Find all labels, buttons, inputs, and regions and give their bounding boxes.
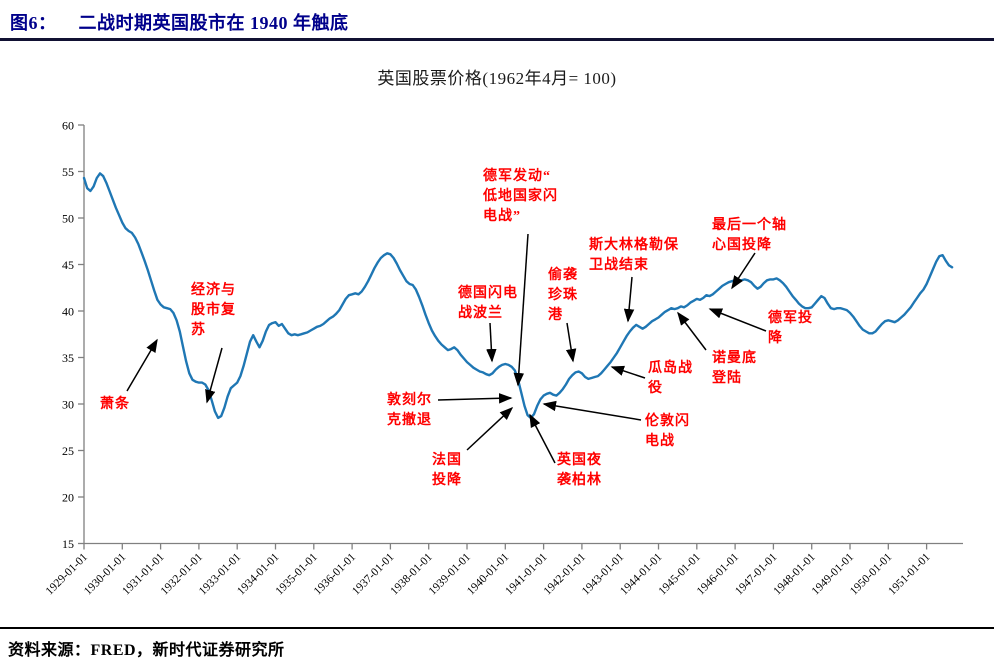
annotation-label: 投降 [432,471,462,488]
annotation-label: 电战 [645,432,675,449]
annotation-label: 敦刻尔 [387,391,432,408]
annotation-label: 战波兰 [458,304,503,321]
annotation-label: 最后一个轴 [712,216,787,233]
annotation-label: 袭柏林 [556,471,602,488]
annotation-label: 心国投降 [712,236,772,253]
figure-header: 图6： 二战时期英国股市在 1940 年触底 [10,9,349,35]
annotation-label: 股市复 [191,301,236,318]
annotation-label: 伦敦闪 [645,412,690,429]
annotation-label: 德国闪电 [458,284,518,301]
annotation-arrow [437,393,513,404]
y-tick-label: 50 [62,212,74,226]
annotation-arrow [542,400,642,421]
annotation-label: 诺曼底 [712,349,757,366]
annotation-arrow [513,233,529,387]
annotation-label: 斯大林格勒保 [589,236,679,253]
source-note: 资料来源：FRED，新时代证券研究所 [8,642,285,659]
annotation-label: 德军发动“ [483,167,551,184]
annotation-label: 偷袭 [548,266,578,283]
annotation-label: 英国夜 [556,451,602,468]
annotation-label: 瓜岛战 [648,359,693,376]
annotation-label: 登陆 [711,369,742,386]
annotation-label: 珍珠 [548,286,578,303]
annotation-label: 经济与 [191,281,236,298]
y-tick-label: 30 [62,398,74,412]
annotation-arrow [565,322,577,363]
annotation-depression: 萧条 [100,338,158,412]
y-tick-label: 60 [62,119,74,133]
x-axis-labels: 1929-01-011930-01-011931-01-011932-01-01… [44,551,933,598]
annotation-arrow [610,365,646,379]
annotation-arrow [623,276,635,323]
annotation-arrow [731,252,756,290]
annotation-arrow [205,347,223,404]
annotation-label: 电战” [483,207,521,224]
annotation-label: 德军投 [768,309,813,326]
annotation-arrow [126,338,158,392]
annotation-arrow [466,406,514,451]
footer-divider [0,627,994,629]
annotation-label: 克撤退 [387,411,432,428]
x-tick-label: 1951-01-01 [886,551,933,598]
y-tick-label: 40 [62,305,74,319]
y-tick-label: 45 [62,258,74,272]
annotation-label: 卫战结束 [589,256,649,273]
annotation-label: 法国 [432,451,462,468]
header-divider [0,38,994,41]
annotation-label: 萧条 [100,395,130,412]
figure-title: 二战时期英国股市在 1940 年触底 [78,13,349,33]
annotation-label: 港 [548,306,563,323]
y-tick-label: 35 [62,351,74,365]
annotation-arrow [677,311,707,351]
annotation-arrow [708,308,767,332]
y-tick-label: 55 [62,165,74,179]
y-tick-label: 25 [62,444,74,458]
y-tick-label: 15 [62,537,74,551]
axes [78,124,963,550]
annotation-label: 苏 [191,321,206,338]
annotation-label: 低地国家闪 [482,187,558,204]
chart-title: 英国股票价格(1962年4月= 100) [377,69,617,88]
annotation-label: 降 [768,329,783,346]
y-axis-labels: 15 20 25 30 35 40 45 50 55 60 [62,119,74,552]
figure-number: 图6： [10,13,57,33]
annotation-arrow [486,322,497,363]
annotation-label: 役 [648,379,663,396]
y-tick-label: 20 [62,491,74,505]
annotation-arrow [529,413,556,464]
